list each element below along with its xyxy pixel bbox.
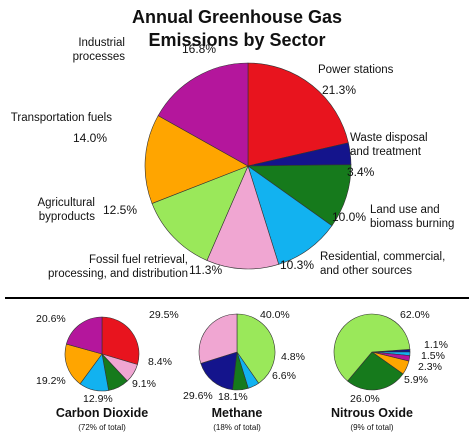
value-label: 16.8%	[182, 42, 217, 56]
value-label: 14.0%	[73, 131, 108, 145]
value-label: 40.0%	[260, 309, 290, 321]
pie-slice	[200, 351, 238, 391]
slice-label: Industrial processes	[72, 37, 125, 64]
pie-slice	[101, 316, 140, 365]
value-label: 20.6%	[36, 313, 66, 325]
chart-subtitle: (72% of total)	[78, 423, 126, 432]
pie-slice	[333, 313, 411, 382]
value-label: 26.0%	[350, 393, 380, 405]
value-label: 62.0%	[400, 309, 430, 321]
chart-title: Methane	[211, 406, 263, 420]
slice-label: Waste disposal and treatment	[350, 132, 428, 159]
chart-subtitle: (18% of total)	[213, 423, 261, 432]
value-label: 5.9%	[404, 374, 428, 386]
pie-slice	[64, 343, 103, 385]
value-label: 29.6%	[183, 390, 213, 402]
slice-label: Transportation fuels	[10, 112, 112, 124]
pie-slice	[144, 115, 249, 204]
value-label: 10.3%	[280, 258, 315, 272]
pie-slice	[236, 313, 276, 384]
value-label: 10.0%	[332, 210, 367, 224]
pie-slice	[198, 313, 238, 364]
pie-slice	[151, 165, 249, 261]
pie-slice	[65, 316, 103, 355]
chart-title: Carbon Dioxide	[55, 406, 149, 420]
slice-label: Agricultural byproducts	[37, 197, 95, 224]
pie-slice	[347, 351, 404, 391]
value-label: 12.5%	[103, 203, 138, 217]
value-label: 6.6%	[272, 370, 296, 382]
value-label: 8.4%	[148, 356, 172, 368]
value-label: 9.1%	[132, 378, 156, 390]
slice-label: Residential, commercial, and other sourc…	[320, 251, 446, 278]
pie-slice	[247, 62, 349, 167]
value-label: 18.1%	[218, 391, 248, 403]
slice-label: Fossil fuel retrieval, processing, and d…	[48, 254, 188, 281]
chart-title: Annual Greenhouse Gas Emissions by Secto…	[131, 7, 343, 50]
value-label: 1.5%	[421, 350, 445, 362]
value-label: 21.3%	[322, 83, 357, 97]
pie-slice	[157, 62, 249, 167]
slice-label: Power stations	[318, 64, 394, 76]
slice-label: Land use and biomass burning	[370, 204, 455, 231]
value-label: 19.2%	[36, 375, 66, 387]
value-label: 2.3%	[418, 361, 442, 373]
pie-slice	[206, 165, 280, 270]
value-label: 4.8%	[281, 351, 305, 363]
value-label: 29.5%	[149, 309, 179, 321]
chart-subtitle: (9% of total)	[350, 423, 394, 432]
value-label: 12.9%	[83, 393, 113, 405]
chart-title: Nitrous Oxide	[331, 406, 413, 420]
value-label: 3.4%	[347, 165, 375, 179]
value-label: 11.3%	[189, 263, 223, 277]
value-label: 1.1%	[424, 339, 448, 351]
